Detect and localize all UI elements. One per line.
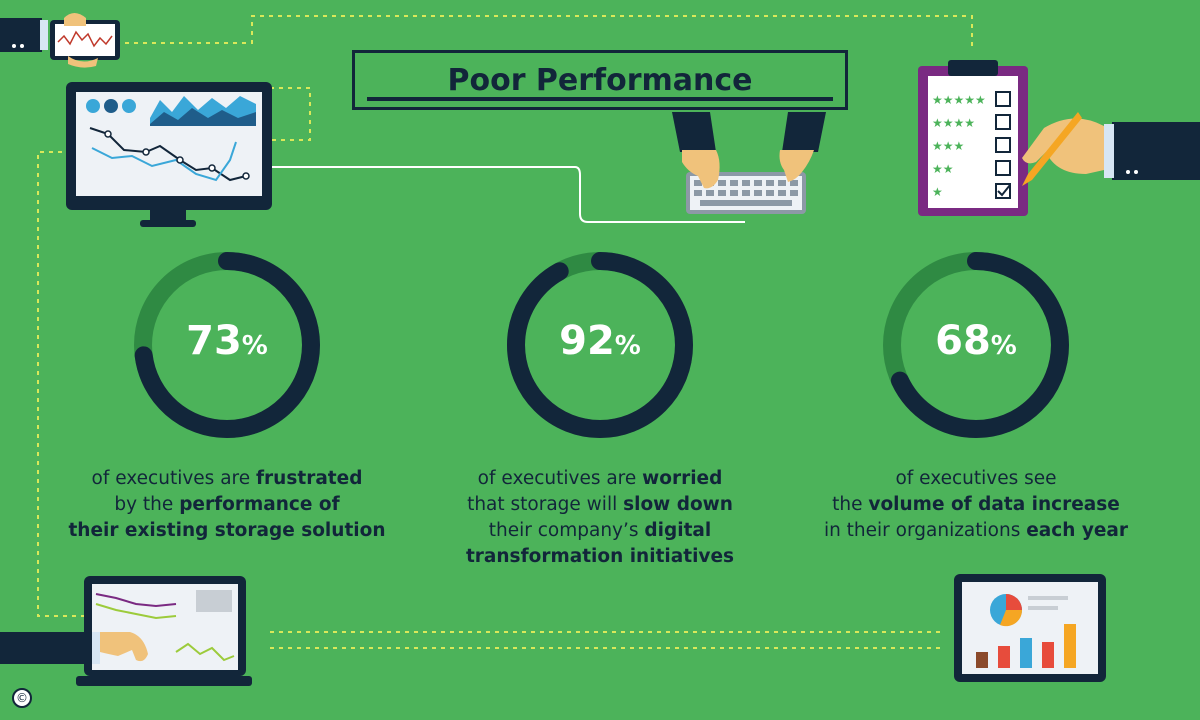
caption-bold-text: each year [1026,520,1129,541]
donut-arc-2 [507,252,693,438]
caption-line: their existing storage solution [47,518,407,544]
caption-bold-text: their existing storage solution [68,520,386,541]
stat-value-2: 92% [500,318,700,364]
donut-charts [134,252,1069,438]
caption-bold-text: performance of [179,494,340,515]
monitor-chart-icon [66,82,272,227]
caption-line: transformation initiatives [420,544,780,570]
caption-line: their company’s digital [420,518,780,544]
dashed-connectors [37,15,973,649]
svg-text:★★★★: ★★★★ [932,116,975,130]
caption-bold-text: slow down [623,494,733,515]
caption-line: of executives are frustrated [47,466,407,492]
laptop-hand-icon [0,576,252,686]
caption-text: in their organizations [823,520,1027,541]
stat-caption-3: of executives see the volume of data incr… [796,466,1156,544]
clipboard-rating-icon: ★★★★★★★★★★★★★★★ [918,60,1200,216]
caption-bold-text: digital [644,520,712,541]
svg-text:★★★★★: ★★★★★ [932,93,986,107]
stat-unit-2: % [614,331,641,361]
caption-line: of executives are worried [420,466,780,492]
stat-caption-1: of executives are frustrated by the perfo… [47,466,407,544]
title-underline [367,97,833,101]
caption-line: of executives see [796,466,1156,492]
caption-line: in their organizations each year [796,518,1156,544]
caption-text: the [832,494,869,515]
caption-text: of executives are [91,468,256,489]
donut-arc-1 [134,252,320,438]
title-box: Poor Performance [352,50,848,110]
stat-caption-2: of executives are worried that storage wi… [420,466,780,570]
stat-number-2: 92 [559,318,615,364]
caption-text: of executives are [477,468,643,489]
caption-text: of executives see [895,468,1057,489]
caption-bold-text: worried [642,468,723,489]
caption-bold-text: frustrated [256,468,363,489]
caption-text: their company’s [488,520,645,541]
svg-text:★★★: ★★★ [932,139,964,153]
stat-number-3: 68 [935,318,991,364]
stat-value-3: 68% [876,318,1076,364]
svg-text:★: ★ [932,185,943,199]
stat-unit-1: % [241,331,268,361]
hand-phone-icon [0,13,120,68]
page-title: Poor Performance [447,62,753,98]
caption-line: by the performance of [47,492,407,518]
caption-line: that storage will slow down [420,492,780,518]
caption-text: by the [114,494,180,515]
caption-text: that storage will [467,494,624,515]
caption-line: the volume of data increase [796,492,1156,518]
donut-arc-3 [883,252,1069,438]
stat-value-1: 73% [127,318,327,364]
caption-bold-text: volume of data increase [868,494,1120,515]
svg-text:★★: ★★ [932,162,954,176]
copyright-icon: © [12,688,32,708]
white-connector [272,166,745,223]
keyboard-hands-icon [672,112,826,214]
caption-bold-text: transformation initiatives [465,546,735,567]
stat-number-1: 73 [186,318,242,364]
stat-unit-3: % [990,331,1017,361]
tablet-bar-chart-icon [954,574,1106,682]
